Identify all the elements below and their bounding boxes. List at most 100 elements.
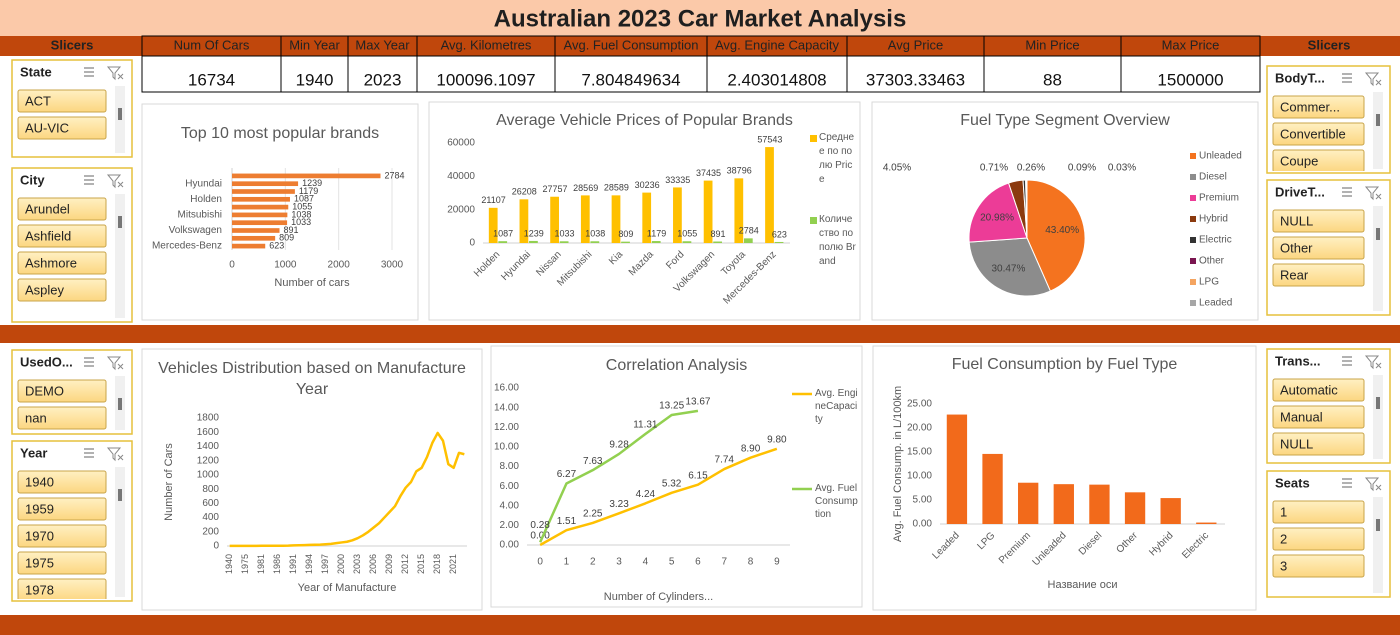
slicer-item-label[interactable]: 1959	[25, 501, 54, 516]
slicer-item-label[interactable]: Other	[1280, 240, 1313, 255]
slicer-item-label[interactable]: 1940	[25, 474, 54, 489]
y-tick-label: 0.00	[500, 540, 520, 551]
slicer-item-label[interactable]: 1978	[25, 582, 54, 597]
slicer-item[interactable]	[1272, 236, 1365, 260]
clear-filter-icon[interactable]	[106, 66, 124, 81]
bar	[1053, 484, 1074, 524]
slicer-item[interactable]	[17, 379, 107, 403]
y-tick-label: 0.00	[913, 519, 933, 530]
slicer-item[interactable]	[1272, 378, 1365, 402]
kpi-header: Min Year	[289, 37, 340, 52]
slicer-item-label[interactable]: AU-VIC	[25, 120, 69, 135]
scroll-thumb	[1376, 228, 1380, 240]
slicer-item-label[interactable]: Arundel	[25, 201, 70, 216]
clear-filter-icon[interactable]	[106, 174, 124, 189]
legend-swatch	[810, 135, 817, 142]
clear-filter-icon[interactable]	[1364, 72, 1382, 87]
slicer-item[interactable]	[17, 278, 107, 302]
data-label: 809	[279, 233, 294, 243]
scroll-thumb	[1376, 397, 1380, 409]
slicer-item[interactable]	[1272, 554, 1365, 578]
slicer-item-label[interactable]: 1975	[25, 555, 54, 570]
data-label: 1239	[524, 228, 544, 238]
slicer-item-label[interactable]: Automatic	[1280, 382, 1338, 397]
slicer-item[interactable]	[17, 89, 107, 113]
slicer-item[interactable]	[1272, 405, 1365, 429]
slicer-item[interactable]	[17, 578, 107, 601]
slicer-item[interactable]	[17, 197, 107, 221]
slicer-item[interactable]	[1272, 432, 1365, 456]
data-label: 1038	[585, 229, 605, 239]
legend-label: Electric	[1199, 235, 1232, 246]
x-tick-label: 2006	[368, 554, 378, 574]
slicer-item[interactable]	[17, 116, 107, 140]
data-label: 1033	[291, 217, 311, 227]
kpi-header: Max Year	[355, 37, 410, 52]
legend-label: Premium	[1199, 193, 1239, 204]
clear-filter-icon[interactable]	[1364, 355, 1382, 370]
clear-filter-icon[interactable]	[106, 447, 124, 462]
slicer-item[interactable]	[1272, 149, 1365, 172]
y-tick-label: Mercedes-Benz	[152, 241, 222, 252]
slicer-item[interactable]	[1272, 209, 1365, 233]
slicer-item[interactable]	[1272, 527, 1365, 551]
slicer-item[interactable]	[17, 524, 107, 548]
slicer-title: Seats	[1275, 475, 1310, 490]
clear-filter-icon[interactable]	[1364, 477, 1382, 492]
slicer-item-label[interactable]: Aspley	[25, 282, 65, 297]
slicer-item-label[interactable]: ACT	[25, 93, 51, 108]
slicer-item-label[interactable]: 3	[1280, 558, 1287, 573]
chart-title: Top 10 most popular brands	[180, 125, 380, 142]
kpi-value: 7.804849634	[581, 70, 680, 89]
slicer-item-label[interactable]: Commer...	[1280, 99, 1340, 114]
clear-filter-icon[interactable]	[1364, 186, 1382, 201]
y-tick-label: 15.00	[907, 447, 932, 458]
slicer-item-label[interactable]: Ashmore	[25, 255, 77, 270]
slicer-item-label[interactable]: Ashfield	[25, 228, 71, 243]
slicer-item-label[interactable]: DEMO	[25, 383, 64, 398]
slicer-item[interactable]	[1272, 500, 1365, 524]
slicer-item-label[interactable]: Rear	[1280, 267, 1309, 282]
bar	[765, 147, 774, 243]
slicer-item-label[interactable]: 2	[1280, 531, 1287, 546]
slicer-item[interactable]	[17, 224, 107, 248]
slicer-item-label[interactable]: Convertible	[1280, 126, 1346, 141]
slicer-item[interactable]	[1272, 95, 1365, 119]
slicer-item-label[interactable]: NULL	[1280, 436, 1313, 451]
page-title: Australian 2023 Car Market Analysis	[494, 5, 907, 32]
kpi-header: Avg. Engine Capacity	[715, 37, 840, 52]
bar	[1124, 492, 1146, 524]
slicer-item-label[interactable]: Manual	[1280, 409, 1323, 424]
data-label: 623	[772, 229, 787, 239]
slicer-title: UsedO...	[20, 354, 73, 369]
slicer-item[interactable]	[17, 406, 107, 430]
clear-filter-icon[interactable]	[106, 356, 124, 371]
slicer-item[interactable]	[17, 497, 107, 521]
legend-swatch	[1190, 237, 1196, 243]
slicer-item[interactable]	[1272, 263, 1365, 287]
data-label: 27757	[542, 184, 567, 194]
slicer-item-label[interactable]: 1	[1280, 504, 1287, 519]
slicer-item-label[interactable]: NULL	[1280, 213, 1313, 228]
chart-title: Vehicles Distribution based on Manufactu…	[158, 360, 466, 398]
slicer-item[interactable]	[17, 251, 107, 275]
slicer-item[interactable]	[17, 551, 107, 575]
y-tick-label: 600	[202, 498, 219, 509]
y-tick-label: 0	[213, 541, 219, 552]
x-tick-label: 8	[748, 557, 754, 568]
x-tick-label: 5	[669, 557, 675, 568]
x-tick-label: 1	[564, 557, 570, 568]
slicer-item-label[interactable]: 1970	[25, 528, 54, 543]
slicer-item-label[interactable]: Coupe	[1280, 153, 1318, 168]
slicer-item[interactable]	[1272, 122, 1365, 146]
kpi-value: 88	[1043, 70, 1062, 89]
x-tick-label: 2021	[448, 554, 458, 574]
slicer-item-label[interactable]: nan	[25, 410, 47, 425]
slicer-title: Trans...	[1275, 353, 1321, 368]
slicer-item[interactable]	[17, 470, 107, 494]
kpi-cell	[347, 55, 418, 93]
y-tick-label: Holden	[190, 194, 222, 205]
x-tick-label: 2009	[384, 554, 394, 574]
data-label: 4.24	[636, 489, 656, 500]
